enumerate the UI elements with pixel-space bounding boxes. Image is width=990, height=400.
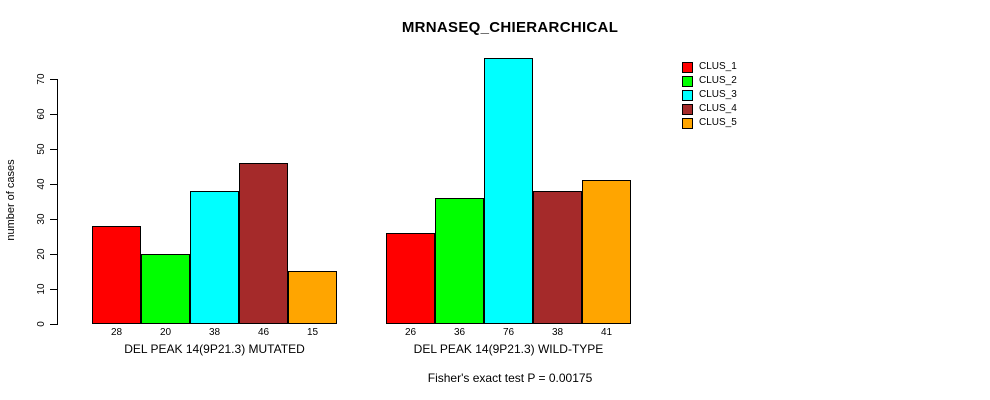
bar-clus_5-group1 <box>288 271 337 324</box>
legend-item-clus_1: CLUS_1 <box>682 60 737 74</box>
legend-item-clus_5: CLUS_5 <box>682 116 737 130</box>
bar-clus_2-group1 <box>141 254 190 324</box>
y-axis-tick <box>50 184 57 185</box>
legend-label: CLUS_5 <box>699 117 737 128</box>
y-axis-label: number of cases <box>5 159 17 241</box>
bar-clus_1-group2 <box>386 233 435 324</box>
bar-clus_4-group1 <box>239 163 288 324</box>
y-axis-tick <box>50 149 57 150</box>
bar-clus_5-group2 <box>582 180 631 324</box>
y-tick-label: 40 <box>36 178 47 190</box>
annotation-fisher-test: Fisher's exact test P = 0.00175 <box>427 371 593 385</box>
legend-swatch-icon <box>682 117 693 129</box>
y-axis-tick <box>50 254 57 255</box>
bar-clus_4-group2 <box>533 191 582 324</box>
y-axis-tick <box>50 324 57 325</box>
legend-label: CLUS_1 <box>699 61 737 72</box>
y-axis-tick <box>50 79 57 80</box>
legend-swatch-icon <box>682 103 693 115</box>
bar-value-label: 26 <box>404 327 417 338</box>
legend-item-clus_3: CLUS_3 <box>682 88 737 102</box>
chart-title: MRNASEQ_CHIERARCHICAL <box>401 19 619 36</box>
y-axis-line <box>57 79 58 325</box>
y-axis-tick <box>50 289 57 290</box>
legend-label: CLUS_2 <box>699 75 737 86</box>
legend-item-clus_2: CLUS_2 <box>682 74 737 88</box>
legend-swatch-icon <box>682 61 693 73</box>
y-tick-label: 30 <box>36 213 47 225</box>
bar-value-label: 20 <box>159 327 172 338</box>
y-axis-tick <box>50 114 57 115</box>
bar-value-label: 38 <box>208 327 221 338</box>
y-tick-label: 0 <box>36 321 47 327</box>
bar-value-label: 28 <box>110 327 123 338</box>
legend: CLUS_1 CLUS_2 CLUS_3 CLUS_4 CLUS_5 <box>682 60 737 130</box>
y-tick-label: 10 <box>36 283 47 295</box>
y-axis-tick <box>50 219 57 220</box>
legend-label: CLUS_4 <box>699 103 737 114</box>
bar-clus_1-group1 <box>92 226 141 324</box>
legend-swatch-icon <box>682 75 693 87</box>
y-tick-label: 20 <box>36 248 47 260</box>
bar-clus_3-group1 <box>190 191 239 324</box>
bar-value-label: 15 <box>306 327 319 338</box>
y-tick-label: 50 <box>36 143 47 155</box>
bar-clus_2-group2 <box>435 198 484 324</box>
y-tick-label: 60 <box>36 108 47 120</box>
bar-value-label: 38 <box>551 327 564 338</box>
legend-item-clus_4: CLUS_4 <box>682 102 737 116</box>
y-tick-label: 70 <box>36 73 47 85</box>
bar-value-label: 46 <box>257 327 270 338</box>
bar-value-label: 36 <box>453 327 466 338</box>
bar-value-label: 76 <box>502 327 515 338</box>
bar-clus_3-group2 <box>484 58 533 324</box>
legend-swatch-icon <box>682 89 693 101</box>
bar-value-label: 41 <box>600 327 613 338</box>
legend-label: CLUS_3 <box>699 89 737 100</box>
x-axis-group-label: DEL PEAK 14(9P21.3) MUTATED <box>124 342 305 356</box>
x-axis-group-label: DEL PEAK 14(9P21.3) WILD-TYPE <box>413 342 604 356</box>
